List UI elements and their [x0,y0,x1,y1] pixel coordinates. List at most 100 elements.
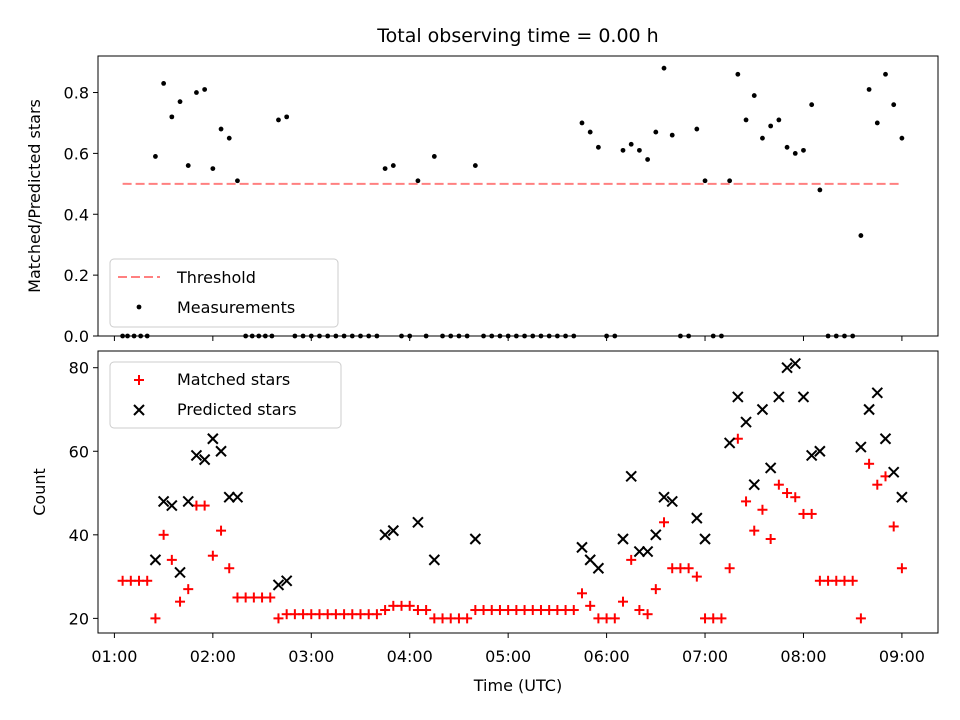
matched-point [749,525,760,536]
predicted-point [871,387,884,399]
predicted-point [215,445,227,457]
predicted-point [223,491,235,503]
measurement-point [637,147,642,153]
matched-point [265,592,276,603]
count-panel-frame [97,350,939,634]
measurement-point [448,333,454,339]
matched-point [741,496,752,507]
ratio-panel-ylabel: Matched/Predicted stars [25,99,44,293]
predicted-point [666,495,678,508]
measurement-point [185,163,191,168]
x-tick-label: 08:00 [780,647,826,666]
measurement-point [138,333,144,339]
legend-plus-marker [134,375,144,385]
measurement-point [792,150,798,156]
legend-matched-label: Matched stars [177,370,290,389]
ratio-panel-yticks: 0.0 0.2 0.4 0.6 0.8 [64,84,98,346]
measurement-point [513,333,519,339]
matched-point [716,613,727,624]
ratio-legend-box [109,258,339,328]
matched-point [421,605,432,616]
measurement-point [235,178,240,184]
matched-point [888,521,899,532]
measurement-point [292,333,298,339]
predicted-point [814,445,826,457]
predicted-point [190,449,203,462]
matched-point [782,488,793,499]
predicted-point [691,512,703,524]
measurement-point [530,333,536,339]
predicted-point [412,516,424,528]
y-tick-label: 0.6 [64,144,89,163]
measurement-point [131,333,137,339]
measurement-point [505,333,511,339]
measurement-point [407,333,413,339]
count-panel-ylabel: Count [30,468,49,516]
matched-point [371,609,382,620]
measurement-point [760,135,765,141]
measurement-point [727,178,733,184]
predicted-point [732,391,744,403]
measurement-point [382,166,388,172]
measurement-point [415,178,421,184]
matched-point [216,525,227,536]
matched-point [864,458,875,469]
predicted-point [633,545,646,558]
measurement-point [423,333,429,339]
measurement-point [768,123,774,129]
predicted-point [781,362,793,374]
predicted-point [896,491,908,503]
matched-point [773,479,784,490]
measurement-point [710,333,716,339]
measurement-point [842,333,847,339]
legend-measurements-label: Measurements [177,298,295,317]
predicted-point [805,449,818,462]
measurement-point [256,333,262,339]
measurement-point [883,71,888,77]
predicted-point [723,437,736,449]
x-tick-label: 02:00 [190,647,236,666]
measurement-point [874,120,880,126]
y-tick-label: 0.8 [64,84,89,103]
measurement-point [497,333,503,339]
measurement-point [735,71,741,77]
matched-point [626,554,637,565]
predicted-point [379,529,391,541]
matched-point [166,554,177,565]
measurement-point [620,147,626,153]
measurement-point [653,129,659,135]
measurement-point [678,333,683,339]
measurement-point [308,333,314,339]
matched-point [568,605,579,616]
measurement-point [399,333,404,339]
measurement-point [661,65,667,71]
measurement-point [276,117,281,123]
predicted-point [658,491,670,503]
y-tick-label: 20 [69,609,89,628]
predicted-point [387,524,400,537]
measurement-point [481,333,486,339]
count-panel-xticks: 01:00 02:00 03:00 04:00 05:00 06:00 07:00 08:00… [91,633,925,666]
predicted-point [272,579,285,591]
measurement-point [269,333,275,339]
predicted-point [887,466,900,478]
matched-point [380,605,391,616]
measurement-point [317,333,322,339]
matched-point [634,605,645,616]
measurement-point [784,144,790,150]
chart-title: Total observing time = 0.00 h [376,25,658,47]
predicted-point [740,416,752,428]
measurement-point [751,93,757,98]
matched-point [183,584,194,595]
measurement-point [817,187,823,193]
matched-point [855,613,866,624]
measurement-point [262,333,268,339]
measurement-point [719,333,724,339]
x-tick-label: 05:00 [485,647,531,666]
predicted-point [699,533,711,545]
predicted-point [789,357,801,370]
matched-point [642,609,653,620]
measurement-point [153,154,158,159]
measurement-point [431,154,437,159]
